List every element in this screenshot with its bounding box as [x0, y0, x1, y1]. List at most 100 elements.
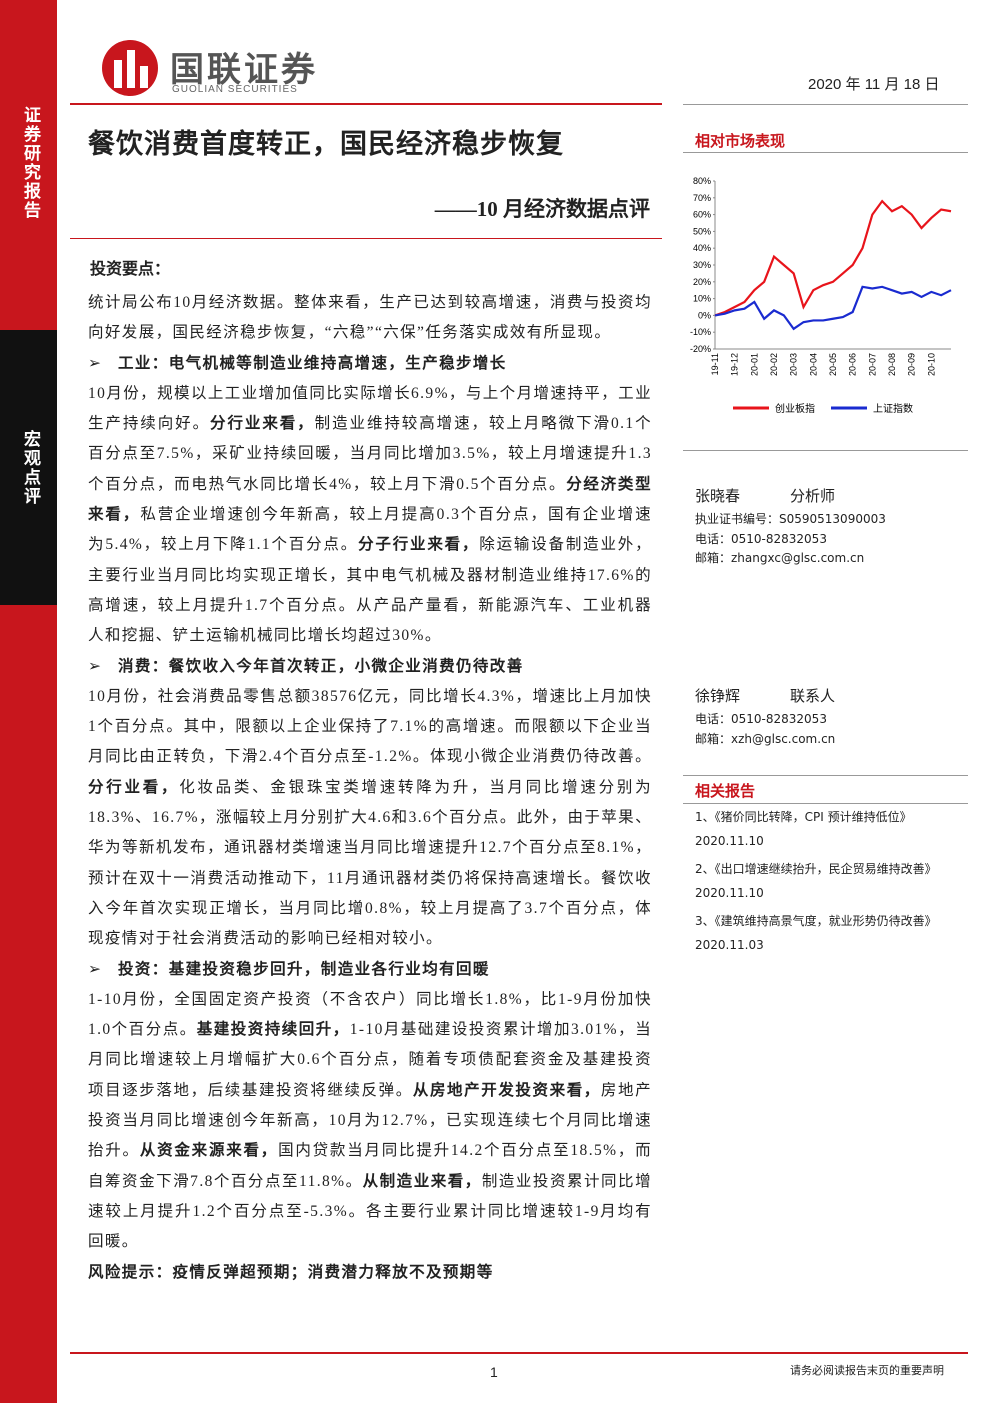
y-tick-label: 10%	[693, 294, 711, 304]
related-heading: 相关报告	[695, 784, 756, 800]
report-title: 3、《建筑维持高景气度，就业形势仍待改善》	[695, 914, 937, 928]
rule	[683, 803, 968, 804]
text-run: 化妆品类、金银珠宝类增速转降为升，当月同比增速分别为18.3%、16.7%，涨幅…	[88, 778, 652, 948]
text-run: 投资：基建投资稳步回升，制造业各行业均有回暖	[118, 960, 490, 978]
rule	[683, 450, 968, 451]
y-tick-label: 0%	[698, 310, 711, 320]
legend-label: 上证指数	[873, 402, 913, 415]
text-run: 从资金来源来看，	[139, 1142, 279, 1160]
body: 统计局公布10月经济数据。整体来看，生产已达到较高增速，消费与投资均向好发展，国…	[88, 288, 652, 1288]
text-run: 国内贷款当月同比提升14.2个百分点至18.5%，而自筹资金下滑7.8个百分点至…	[88, 1142, 652, 1190]
paragraph: 1-10月份，全国固定资产投资（不含农户）同比增长1.8%，比1-9月份加快1.…	[88, 985, 652, 1258]
y-tick-label: 80%	[693, 176, 711, 186]
rule	[683, 104, 968, 105]
text-run: 10月份，规模以上工业增加值同比实际增长6.9%，与上个月增速持平，工业生产持续…	[88, 384, 652, 433]
chart: -20% -10% 0% 10% 20% 30% 40% 50% 60% 70% 80% 19-11 1…	[690, 176, 952, 415]
y-tick-label: 60%	[693, 210, 711, 220]
paragraph: 统计局公布10月经济数据。整体来看，生产已达到较高增速，消费与投资均向好发展，国…	[88, 288, 652, 349]
y-tick-label: 40%	[693, 243, 711, 253]
x-tick-label: 20-07	[867, 353, 877, 376]
x-tick-label: 20-02	[769, 353, 779, 376]
text-run: 分经济类型来看，	[88, 475, 652, 524]
text-run: 1-10月基础建设投资累计增加3.01%，当月同比增速较上月增幅扩大0.6个百分…	[88, 1021, 653, 1099]
analyst-info: 电话：0510-82832053	[695, 531, 827, 546]
text-run: 10月份，社会消费品零售总额38576亿元，同比增长4.3%，增速比上月加快1个…	[88, 687, 652, 766]
logo-cn: 国联证券	[170, 50, 318, 90]
text-run: 1-10月份，全国固定资产投资（不含农户）同比增长1.8%，比1-9月份加快1.…	[88, 990, 652, 1039]
y-tick-label: 20%	[693, 277, 711, 287]
paragraph: 10月份，规模以上工业增加值同比实际增长6.9%，与上个月增速持平，工业生产持续…	[88, 379, 652, 652]
text-run: 私营企业增速创今年新高，较上月提高0.3个百分点，国有企业增速为5.4%，较上月…	[88, 506, 653, 554]
x-tick-label: 19-11	[710, 353, 720, 375]
x-tick-label: 20-09	[907, 353, 917, 376]
legend-label: 创业板指	[775, 402, 815, 415]
sidebar-red	[0, 0, 57, 1403]
x-tick-label: 20-10	[926, 353, 936, 376]
paragraph: 10月份，社会消费品零售总额38576亿元，同比增长4.3%，增速比上月加快1个…	[88, 682, 652, 955]
x-tick-label: 20-03	[789, 353, 799, 376]
footer-note: 请务必阅读报告末页的重要声明	[790, 1364, 944, 1377]
subtitle: ——10 月经济数据点评	[434, 197, 650, 221]
x-tick-label: 19-12	[730, 353, 740, 376]
analyst-info: 邮箱：zhangxc@glsc.com.cn	[695, 551, 865, 565]
text-run: 风险提示：疫情反弹超预期；消费潜力释放不及预期等	[88, 1263, 494, 1281]
date: 2020 年 11 月 18 日	[808, 76, 940, 93]
text-run: 制造业维持较高增速，较上月略微下滑0.1个百分点至7.5%，采矿业持续回暖，当月…	[88, 415, 652, 493]
text-run: 除运输设备制造业外，主要行业当月同比均实现正增长，其中电气机械及器材制造业维持1…	[88, 536, 652, 645]
text-run: 工业：电气机械等制造业维持高增速，生产稳步增长	[118, 354, 507, 372]
analyst-info: 执业证书编号：S0590513090003	[695, 512, 886, 526]
analyst-role: 分析师	[790, 489, 836, 505]
report-date: 2020.11.10	[695, 886, 764, 900]
y-tick-label: 70%	[693, 193, 711, 203]
analyst-name: 徐铮辉	[695, 689, 741, 705]
x-tick-label: 20-08	[887, 353, 897, 376]
title: 餐饮消费首度转正，国民经济稳步恢复	[88, 129, 564, 159]
text-run: 房地产投资当月同比增速创今年新高，10月为12.7%，已实现连续七个月同比增速抬…	[88, 1081, 652, 1160]
text-run: 制造业投资累计同比增速较上月提升1.2个百分点至-5.3%。各主要行业累计同比增…	[88, 1172, 652, 1251]
analyst-name: 张晓春	[695, 489, 741, 505]
x-tick-label: 20-04	[808, 353, 818, 376]
y-tick-label: -20%	[690, 344, 711, 354]
line	[714, 199, 952, 317]
y-tick-label: 30%	[693, 260, 711, 270]
text-run: 消费：餐饮收入今年首次转正，小微企业消费仍待改善	[118, 657, 524, 675]
paragraph: 风险提示：疫情反弹超预期；消费潜力释放不及预期等	[88, 1258, 652, 1288]
sidebar-top: 证券研究报告	[20, 106, 40, 220]
rule	[70, 103, 662, 105]
analyst-role: 联系人	[790, 689, 836, 705]
report-title: 1、《猪价同比转降，CPI 预计维持低位》	[695, 810, 912, 824]
text-run: 分行业来看，	[210, 415, 315, 433]
sidebar-middle: 宏观点评	[20, 430, 40, 506]
text-run: 统计局公布10月经济数据。整体来看，生产已达到较高增速，消费与投资均向好发展，国…	[88, 294, 652, 342]
bullet: 工业：电气机械等制造业维持高增速，生产稳步增长	[88, 349, 652, 380]
market-heading: 相对市场表现	[695, 134, 786, 150]
report-date: 2020.11.03	[695, 938, 764, 952]
rule	[70, 238, 662, 239]
x-tick-label: 20-06	[848, 353, 858, 376]
analyst-info: 邮箱：xzh@glsc.com.cn	[695, 731, 836, 746]
y-tick-label: -10%	[690, 327, 711, 337]
x-tick-label: 20-01	[749, 353, 759, 376]
summary-heading: 投资要点：	[90, 261, 171, 278]
bullet: 消费：餐饮收入今年首次转正，小微企业消费仍待改善	[88, 652, 652, 683]
page-number: 1	[490, 1364, 498, 1380]
report-date: 2020.11.10	[695, 834, 764, 848]
logo-en: GUOLIAN SECURITIES	[172, 84, 298, 95]
text-run: 分子行业来看，	[358, 536, 480, 554]
rule	[683, 775, 968, 776]
rule	[70, 1352, 968, 1354]
text-run: 分行业看，	[88, 778, 180, 796]
rule	[683, 152, 968, 153]
sidebar-black	[0, 330, 57, 605]
text-run: 从制造业来看，	[362, 1172, 482, 1190]
analyst-info: 电话：0510-82832053	[695, 712, 827, 726]
text-run: 从房地产开发投资来看，	[412, 1081, 601, 1099]
report-title: 2、《出口增速继续抬升，民企贸易维持改善》	[695, 862, 937, 876]
x-tick-label: 20-05	[828, 353, 838, 376]
logo-mark	[102, 40, 158, 96]
y-tick-label: 50%	[693, 226, 711, 236]
bullet: 投资：基建投资稳步回升，制造业各行业均有回暖	[88, 955, 652, 986]
text-run: 基建投资持续回升，	[196, 1021, 350, 1039]
line	[714, 285, 952, 331]
